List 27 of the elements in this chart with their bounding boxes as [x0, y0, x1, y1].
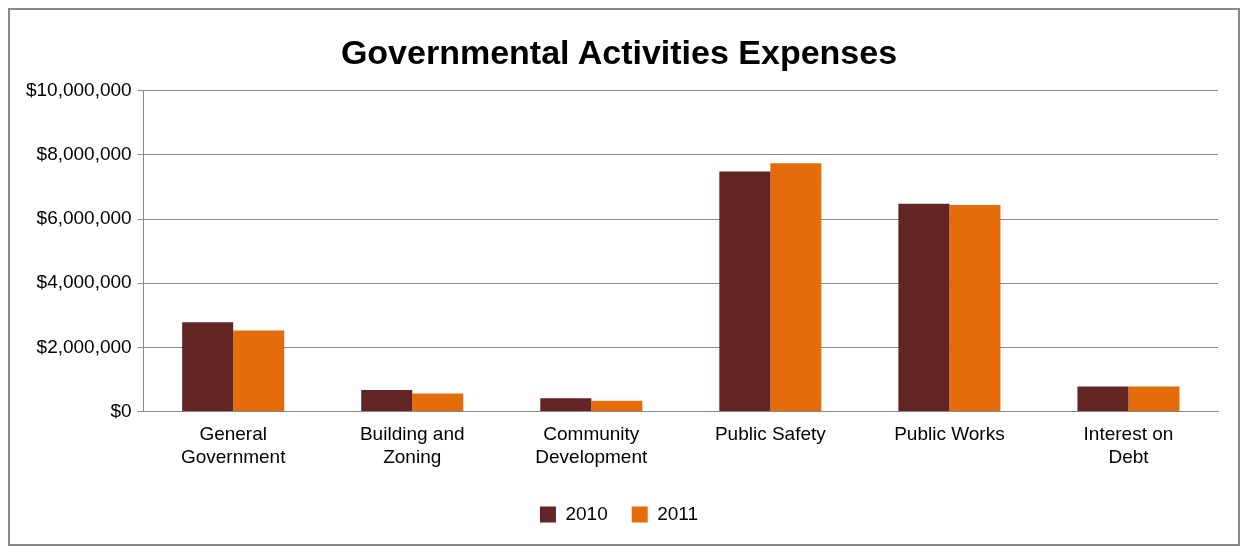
x-tick-label: Public Works: [894, 423, 1005, 445]
legend-label: 2011: [657, 502, 699, 524]
y-tick-label: $4,000,000: [36, 271, 132, 293]
chart-title: Governmental Activities Expenses: [340, 32, 898, 71]
bar: [770, 163, 822, 411]
bar: [898, 203, 950, 411]
bar: [233, 330, 285, 411]
x-tick-label: General Government: [180, 423, 287, 467]
x-tick-label: Building and Zoning: [359, 423, 465, 467]
bar: [1128, 386, 1180, 411]
y-tick-label: $6,000,000: [36, 207, 132, 229]
y-tick-label: $0: [110, 399, 132, 421]
bar: [182, 322, 234, 411]
y-tick-label: $10,000,000: [25, 79, 132, 101]
bar: [361, 389, 413, 411]
bar: [719, 171, 771, 411]
legend-label: 2010: [565, 502, 608, 524]
x-tick-label: Public Safety: [714, 423, 827, 445]
x-tick-label: Interest on Debt: [1083, 423, 1174, 467]
bar: [540, 398, 592, 411]
y-tick-label: $8,000,000: [36, 143, 132, 165]
bar: [591, 400, 643, 411]
bar: [1077, 386, 1129, 411]
bar: [412, 393, 464, 411]
x-tick-label: Community Development: [535, 423, 648, 467]
bar: [949, 204, 1001, 411]
y-tick-label: $2,000,000: [36, 335, 132, 357]
